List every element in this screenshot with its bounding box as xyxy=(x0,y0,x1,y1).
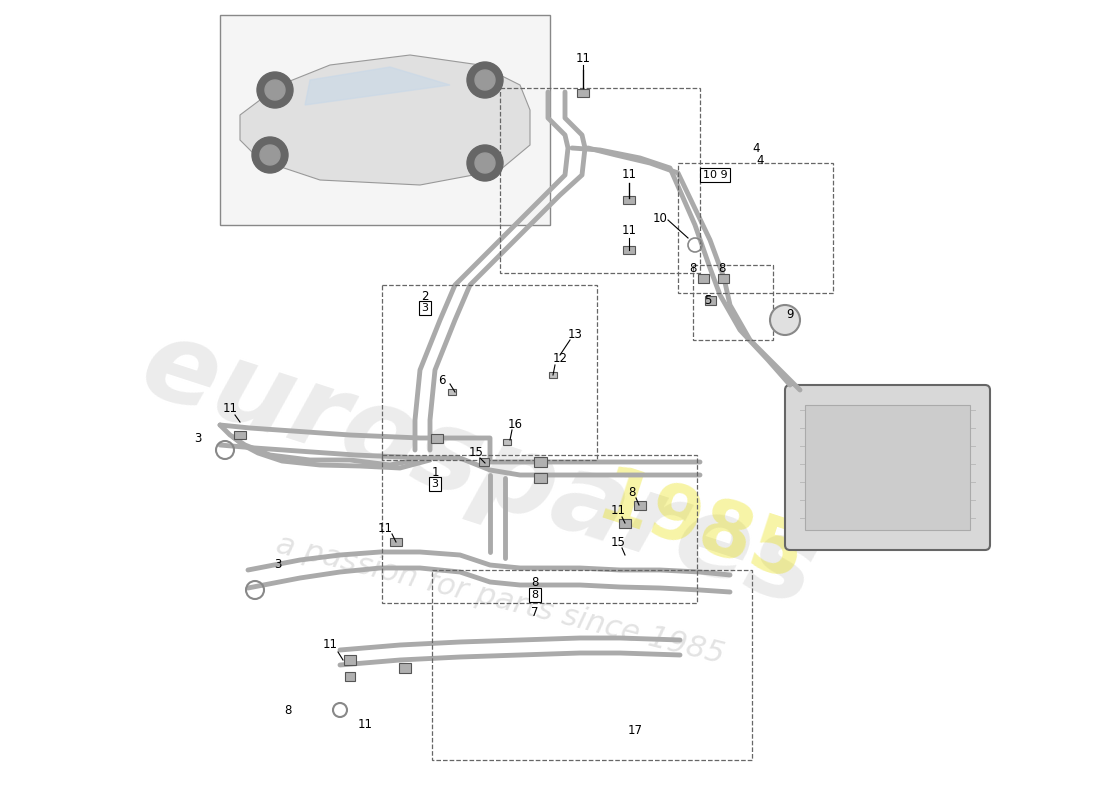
Bar xyxy=(344,655,356,665)
Circle shape xyxy=(468,145,503,181)
Bar xyxy=(382,455,697,603)
FancyBboxPatch shape xyxy=(785,385,990,550)
Text: 11: 11 xyxy=(377,522,393,534)
Bar xyxy=(382,285,597,460)
Polygon shape xyxy=(240,55,530,185)
Text: 7: 7 xyxy=(531,606,539,618)
Text: 8: 8 xyxy=(531,577,539,590)
Text: 5: 5 xyxy=(704,294,712,306)
Text: 11: 11 xyxy=(575,51,591,65)
Bar xyxy=(578,89,588,97)
Bar xyxy=(805,405,970,530)
Text: a passion for parts since 1985: a passion for parts since 1985 xyxy=(273,530,727,670)
Bar xyxy=(234,431,246,439)
Text: 10 9: 10 9 xyxy=(703,170,727,180)
Text: 1985: 1985 xyxy=(587,462,813,598)
Text: 10: 10 xyxy=(652,211,668,225)
Bar xyxy=(399,663,411,673)
Text: 3: 3 xyxy=(431,479,439,489)
Text: 8: 8 xyxy=(690,262,696,274)
Text: 8: 8 xyxy=(284,703,292,717)
Bar xyxy=(693,265,773,340)
Bar xyxy=(623,246,635,254)
Text: 11: 11 xyxy=(322,638,338,651)
Text: 13: 13 xyxy=(568,329,582,342)
Circle shape xyxy=(252,137,288,173)
Text: 11: 11 xyxy=(610,503,626,517)
Bar xyxy=(503,439,512,445)
Text: 8: 8 xyxy=(628,486,636,498)
Text: 16: 16 xyxy=(507,418,522,431)
Text: 11: 11 xyxy=(222,402,238,414)
Text: 3: 3 xyxy=(195,431,201,445)
Bar xyxy=(431,434,443,442)
Circle shape xyxy=(475,153,495,173)
Bar xyxy=(220,15,550,225)
Text: 9: 9 xyxy=(786,309,794,322)
Text: 17: 17 xyxy=(627,723,642,737)
Bar xyxy=(432,570,752,760)
Text: 11: 11 xyxy=(621,223,637,237)
Text: 3: 3 xyxy=(274,558,282,571)
Circle shape xyxy=(265,80,285,100)
Bar xyxy=(678,163,833,293)
Text: 4: 4 xyxy=(752,142,760,154)
Text: 12: 12 xyxy=(552,351,568,365)
Text: 15: 15 xyxy=(610,535,626,549)
Circle shape xyxy=(257,72,293,108)
Polygon shape xyxy=(305,67,450,105)
Text: 11: 11 xyxy=(621,169,637,182)
Bar xyxy=(478,458,490,466)
Text: 1: 1 xyxy=(431,466,439,478)
Bar xyxy=(697,274,708,282)
Bar xyxy=(448,390,456,395)
Bar xyxy=(549,372,557,378)
Bar xyxy=(500,88,700,273)
Bar xyxy=(634,501,646,510)
Bar xyxy=(390,538,402,546)
Bar xyxy=(717,274,728,282)
Text: eurospares: eurospares xyxy=(130,310,830,630)
Circle shape xyxy=(475,70,495,90)
Bar xyxy=(619,518,631,527)
Text: 2: 2 xyxy=(421,290,429,302)
Bar xyxy=(534,457,547,467)
Bar xyxy=(704,295,715,305)
Bar xyxy=(534,473,547,483)
Text: 15: 15 xyxy=(469,446,483,458)
Text: 3: 3 xyxy=(421,303,429,313)
Text: 4: 4 xyxy=(756,154,763,166)
Bar xyxy=(345,671,355,681)
Text: 6: 6 xyxy=(438,374,446,386)
Text: 8: 8 xyxy=(718,262,726,274)
Circle shape xyxy=(770,305,800,335)
Circle shape xyxy=(468,62,503,98)
Text: 8: 8 xyxy=(531,590,539,600)
Bar xyxy=(623,196,635,204)
Circle shape xyxy=(260,145,280,165)
Text: 11: 11 xyxy=(358,718,373,731)
